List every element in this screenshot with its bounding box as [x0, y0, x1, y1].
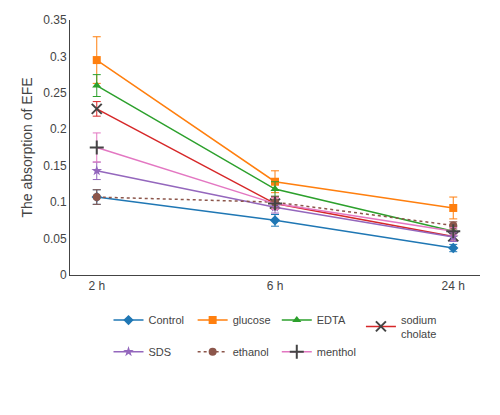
svg-text:6 h: 6 h: [267, 279, 284, 293]
svg-text:Control: Control: [149, 314, 184, 326]
svg-text:ethanol: ethanol: [233, 346, 269, 358]
svg-text:0.1: 0.1: [50, 195, 67, 209]
svg-text:24 h: 24 h: [442, 279, 465, 293]
svg-text:0: 0: [60, 268, 67, 282]
svg-text:0.2: 0.2: [50, 122, 67, 136]
svg-text:menthol: menthol: [317, 346, 356, 358]
svg-text:0.25: 0.25: [43, 86, 67, 100]
svg-text:The absorption of EFE: The absorption of EFE: [19, 77, 35, 217]
svg-text:0.35: 0.35: [43, 13, 67, 27]
svg-text:sodiumcholate: sodiumcholate: [401, 314, 436, 340]
svg-text:0.05: 0.05: [43, 232, 67, 246]
svg-text:SDS: SDS: [149, 346, 172, 358]
svg-text:EDTA: EDTA: [317, 314, 346, 326]
svg-text:0.3: 0.3: [50, 50, 67, 64]
svg-text:glucose: glucose: [233, 314, 271, 326]
svg-text:2 h: 2 h: [88, 279, 105, 293]
svg-text:0.15: 0.15: [43, 159, 67, 173]
